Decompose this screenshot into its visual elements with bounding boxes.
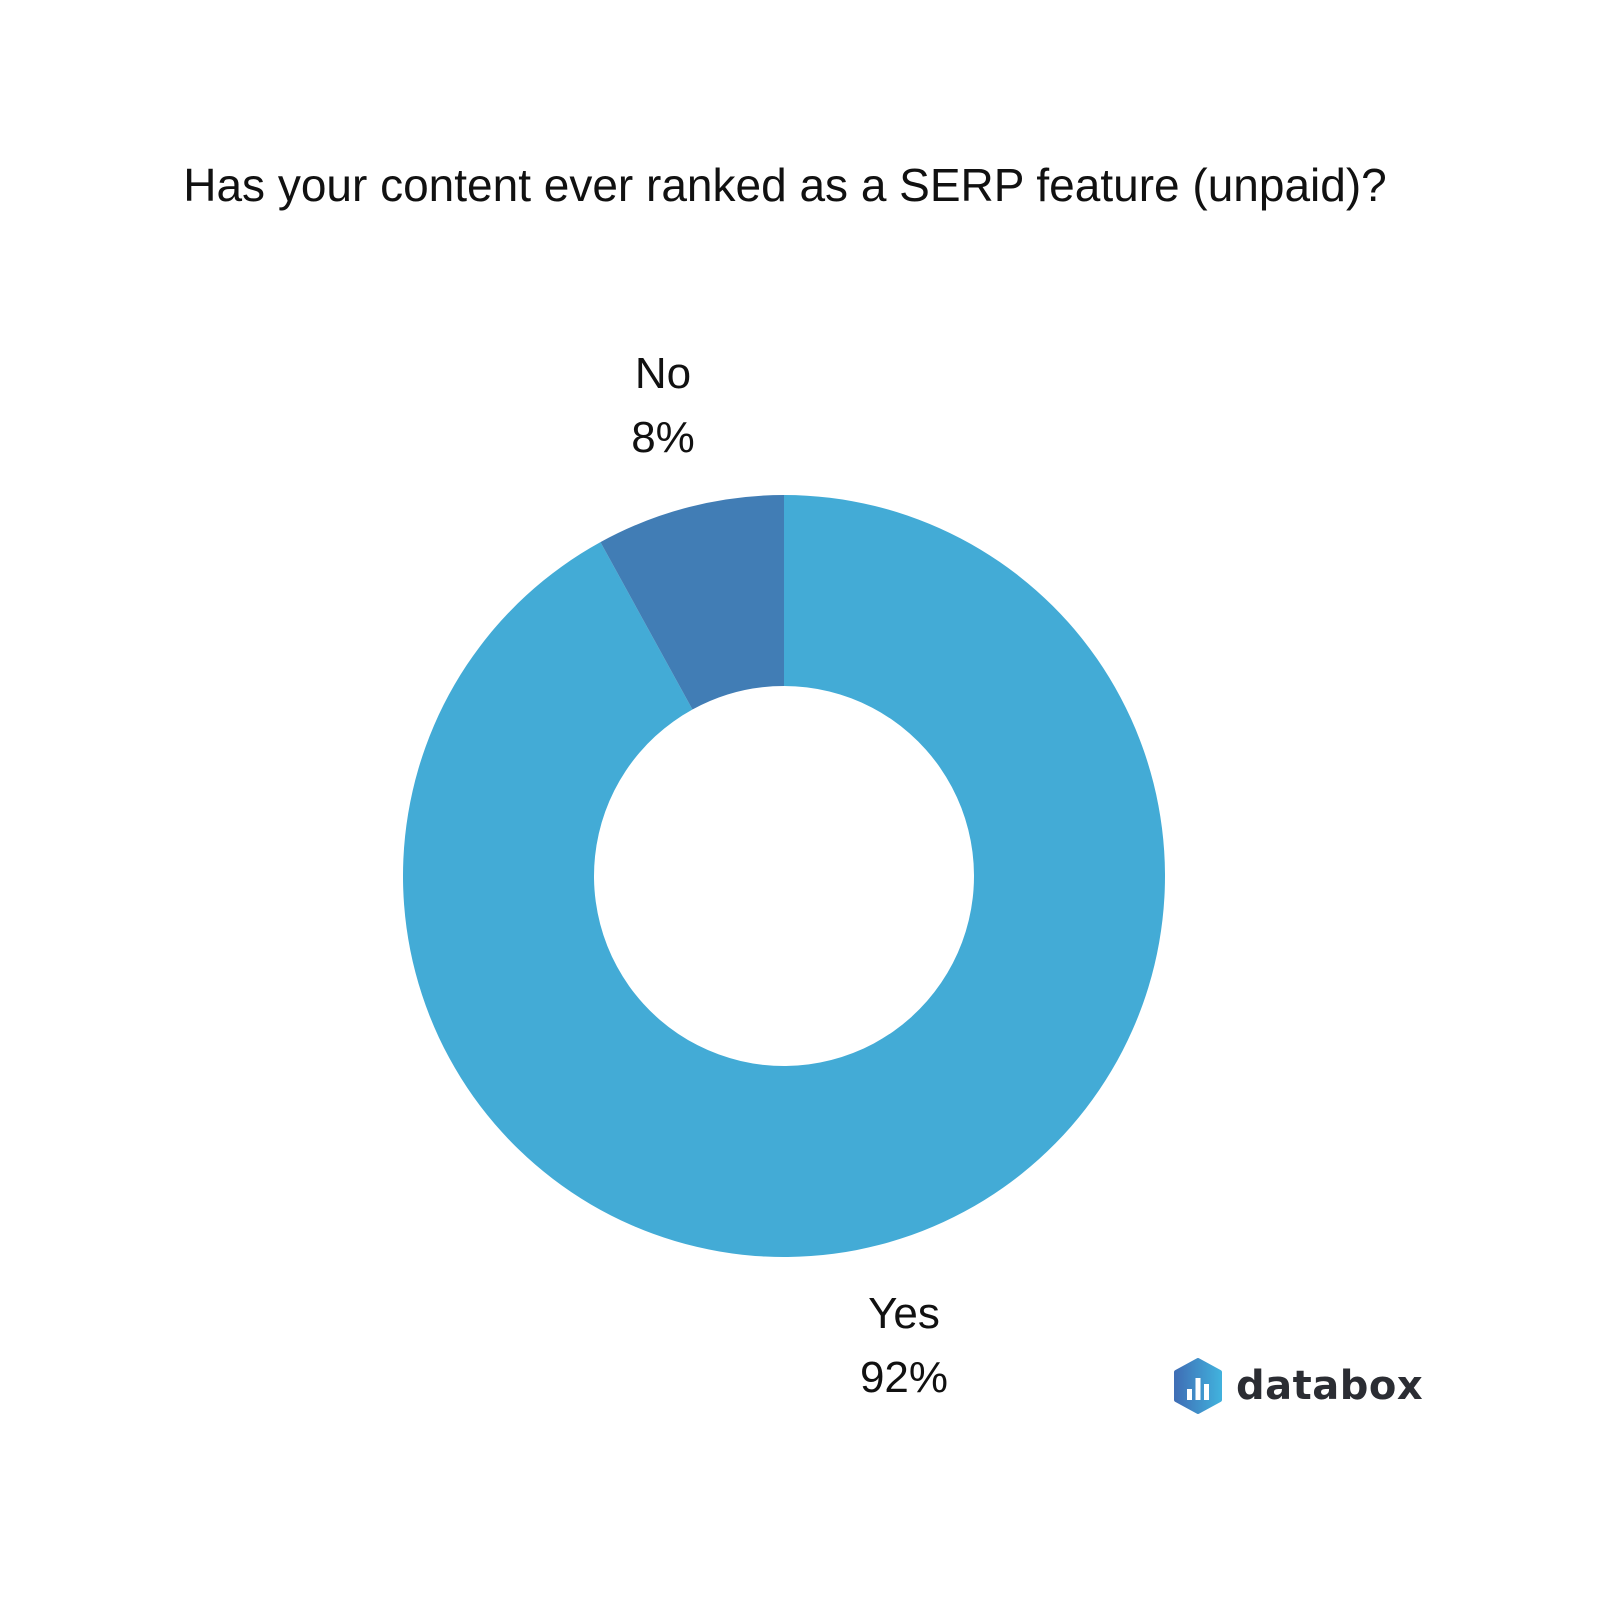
label-no-name: No bbox=[634, 349, 692, 398]
label-no-value: 8% bbox=[631, 413, 695, 462]
label-no: No 8% bbox=[563, 342, 763, 470]
slice-yes bbox=[402, 495, 1165, 1257]
slice-no bbox=[600, 495, 784, 710]
chart-title: Has your content ever ranked as a SERP f… bbox=[183, 159, 1387, 211]
databox-logo-icon bbox=[1174, 1358, 1222, 1414]
databox-logo: databox bbox=[1172, 1358, 1423, 1414]
label-yes-name: Yes bbox=[868, 1289, 940, 1338]
databox-logo-text: databox bbox=[1236, 1363, 1424, 1409]
label-yes-value: 92% bbox=[859, 1353, 949, 1402]
label-yes: Yes 92% bbox=[804, 1282, 1004, 1410]
